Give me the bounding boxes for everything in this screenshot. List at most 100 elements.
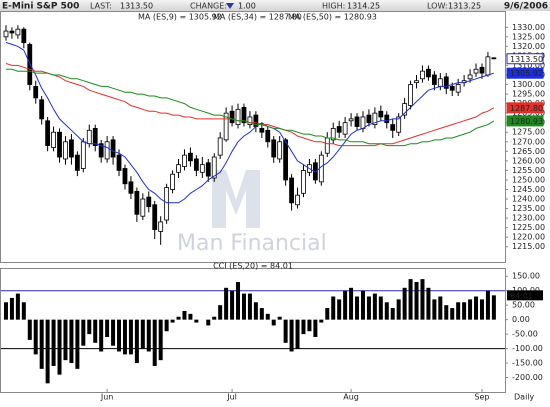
cci-bar	[485, 290, 490, 320]
candle-body	[283, 139, 289, 181]
candle-body	[426, 68, 431, 78]
candle-body	[158, 221, 164, 232]
candle-body	[473, 68, 479, 74]
candle-body	[247, 116, 253, 125]
cci-title: CCI (ES,20) = 84.01	[213, 262, 293, 271]
candle-body	[86, 129, 92, 145]
candle-body	[217, 137, 223, 156]
price-flag	[506, 67, 544, 79]
cci-bar	[27, 319, 32, 340]
candle-body	[390, 124, 396, 131]
cci-bar	[247, 293, 252, 320]
cci-bar	[456, 302, 461, 320]
cci-bar	[170, 319, 175, 323]
y-tick-label: 1225.00	[512, 223, 545, 232]
y-tick-label: 1320.00	[512, 42, 545, 51]
candle-body	[414, 80, 419, 84]
y-tick-label: 1215.00	[512, 242, 545, 251]
cci-bar	[176, 316, 181, 320]
cci-bar	[146, 319, 151, 352]
cci-bar	[402, 287, 407, 320]
candle-body	[348, 118, 354, 122]
candle-body	[33, 86, 39, 99]
cci-bar	[105, 319, 110, 338]
y-tick-label: 0.00	[512, 315, 530, 324]
y-tick-label: -50.00	[512, 330, 538, 339]
cci-bar	[468, 299, 473, 320]
change-value: 1.00	[238, 2, 256, 11]
candle-body	[205, 162, 211, 177]
high-label: HIGH:	[322, 2, 345, 11]
cci-bar	[93, 319, 98, 343]
y-tick-label: 1270.00	[512, 137, 545, 146]
cci-bar	[87, 319, 92, 335]
ma-legend: MA (ES,9) = 1305.92	[138, 13, 222, 22]
cci-bar	[57, 319, 62, 375]
candle-body	[188, 152, 193, 162]
y-tick-label: 1295.00	[512, 90, 545, 99]
candle-body	[467, 74, 473, 80]
cci-bar	[360, 290, 365, 320]
cci-bar	[432, 299, 437, 320]
candle-body	[402, 103, 408, 116]
y-tick-label: 1310.00	[512, 61, 545, 70]
cci-bar	[15, 293, 20, 320]
y-tick-label: 1230.00	[512, 214, 545, 223]
cci-bar	[277, 316, 282, 320]
candle-body	[170, 173, 175, 190]
candle-body	[229, 110, 235, 124]
cci-bar	[158, 319, 163, 361]
y-tick-label: 50.00	[512, 301, 535, 310]
cci-bar	[253, 302, 258, 320]
cci-bar	[462, 302, 467, 320]
candle-body	[330, 128, 336, 141]
cci-bar	[218, 305, 223, 320]
cci-bar	[21, 302, 26, 320]
y-tick-label: -200.00	[512, 373, 543, 382]
cci-bar	[134, 319, 139, 364]
candle-body	[116, 154, 122, 171]
cci-bar	[301, 319, 306, 335]
candle-body	[51, 131, 56, 148]
cci-bar	[164, 319, 169, 332]
low-label: LOW:	[427, 2, 448, 11]
y-tick-label: 1325.00	[512, 32, 545, 41]
candle-body	[491, 57, 497, 60]
y-tick-label: 1265.00	[512, 147, 545, 156]
candle-body	[241, 107, 247, 124]
last-label: LAST:	[90, 2, 112, 11]
candle-body	[259, 128, 265, 133]
candle-body	[110, 139, 116, 158]
candle-body	[176, 164, 181, 173]
cci-bar	[426, 287, 431, 320]
candle-body	[140, 198, 146, 217]
cci-bar	[230, 290, 235, 320]
change-label: CHANGE:	[190, 2, 227, 11]
candle-body	[104, 141, 110, 160]
candle-body	[211, 156, 217, 179]
y-tick-label: 1235.00	[512, 204, 545, 213]
candle-body	[271, 139, 277, 158]
moving-average-line	[6, 68, 495, 147]
price-frame	[0, 11, 506, 263]
candle-body	[443, 76, 449, 89]
candle-body	[235, 108, 241, 125]
candle-body	[164, 187, 170, 221]
candle-body	[152, 204, 158, 230]
cci-bar	[117, 319, 122, 352]
cci-bar	[265, 313, 270, 320]
x-tick-label: Sep	[474, 393, 489, 402]
cci-bar	[3, 302, 8, 320]
instrument-title: E-Mini S&P 500	[2, 2, 79, 12]
y-tick-label: 1250.00	[512, 175, 545, 184]
cci-bar	[313, 319, 318, 338]
change-arrow	[226, 3, 234, 9]
candle-body	[74, 154, 80, 171]
cci-bar	[63, 319, 68, 361]
candle-body	[277, 141, 283, 160]
cci-bar	[396, 299, 401, 320]
price-flag-label: 1280.93	[510, 117, 543, 126]
candle-body	[15, 28, 21, 36]
candle-body	[182, 154, 187, 167]
